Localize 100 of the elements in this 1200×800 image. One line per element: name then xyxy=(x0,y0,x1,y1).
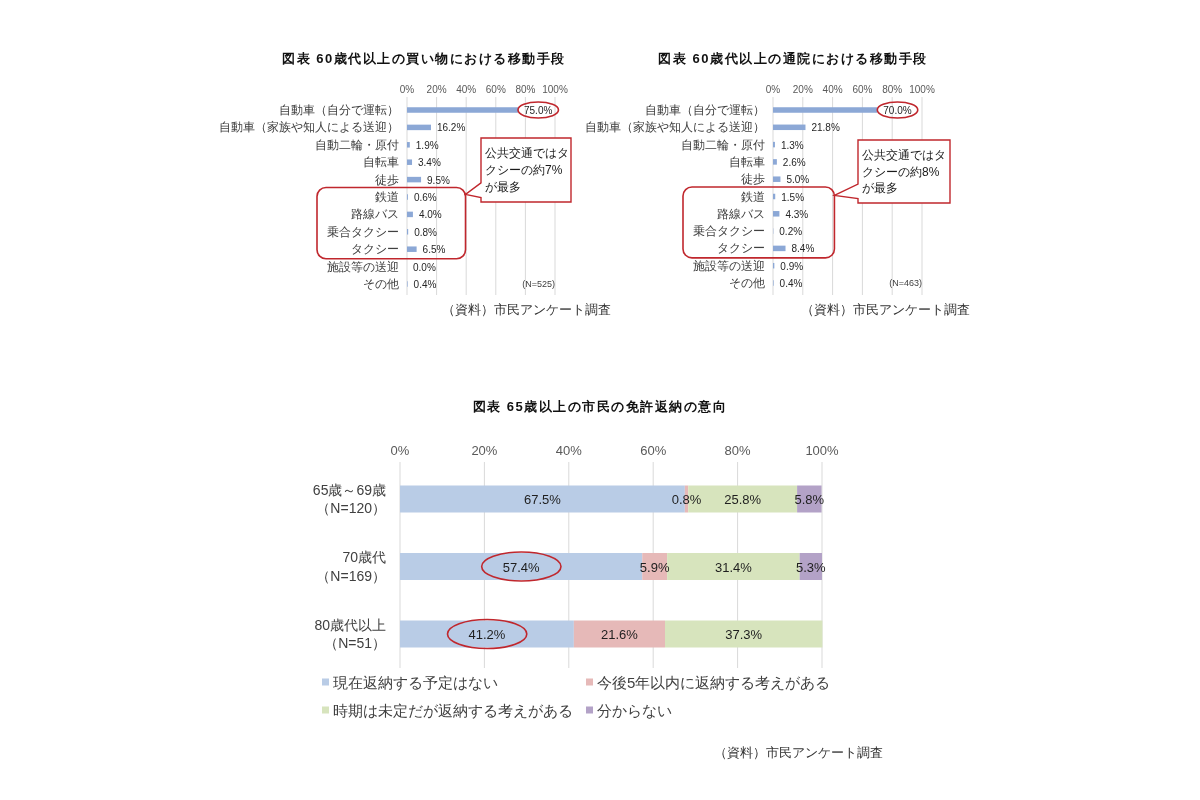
y-tick-label: その他 xyxy=(363,277,399,291)
data-label: 0.2% xyxy=(779,225,803,237)
x-tick-label: 40% xyxy=(555,442,583,458)
bar xyxy=(773,159,777,165)
legend-label: 時期は未定だが返納する考えがある xyxy=(333,701,573,719)
bar xyxy=(407,142,410,148)
data-label: 1.3% xyxy=(780,139,804,151)
bar xyxy=(773,245,786,252)
y-tick-label: 徒歩 xyxy=(741,172,765,187)
y-tick-label: 路線バス xyxy=(351,207,399,222)
chart-title: 図表 65歳以上の市民の免許返納の意向 xyxy=(472,398,728,414)
data-label: 37.3% xyxy=(725,626,763,642)
data-label: 6.5% xyxy=(422,243,446,255)
data-label: 67.5% xyxy=(523,491,562,507)
data-label: 8.4% xyxy=(791,242,815,254)
y-tick-label: 80歳代以上（N=51） xyxy=(314,616,386,652)
x-tick-label: 20% xyxy=(471,442,498,458)
data-label: 0.8% xyxy=(671,491,702,507)
chart-title: 図表 60歳代以上の買い物における移動手段 xyxy=(282,50,566,66)
y-tick-label: 65歳～69歳（N=120） xyxy=(312,481,386,517)
data-label: 5.0% xyxy=(786,173,810,185)
x-tick-label: 0% xyxy=(765,83,781,95)
data-label: 1.5% xyxy=(781,191,805,202)
x-tick-label: 80% xyxy=(515,83,536,95)
y-tick-label: その他 xyxy=(729,276,765,290)
x-tick-label: 60% xyxy=(852,83,873,95)
bar xyxy=(407,176,422,183)
bar xyxy=(407,159,413,165)
y-tick-label: タクシー xyxy=(717,241,765,256)
data-label: 31.4% xyxy=(714,559,753,574)
data-label: 16.2% xyxy=(436,121,466,133)
legend-label: 今後5年以内に返納する考えがある xyxy=(597,673,831,691)
data-label: 70.0% xyxy=(883,104,912,116)
x-tick-label: 100% xyxy=(542,83,568,95)
x-tick-label: 0% xyxy=(399,83,415,95)
y-tick-label: 自動二輪・原付 xyxy=(315,137,399,152)
legend-label: 分からない xyxy=(597,701,672,719)
bar xyxy=(400,620,574,648)
y-tick-label: 自転車 xyxy=(363,155,399,170)
data-label: 9.5% xyxy=(427,174,450,186)
data-label: 0.8% xyxy=(414,226,438,238)
data-label: 0.9% xyxy=(780,260,804,272)
data-label: 21.8% xyxy=(811,121,840,133)
data-label: 1.9% xyxy=(415,139,439,151)
legend-label: 現在返納する予定はない xyxy=(333,673,498,691)
bar xyxy=(773,211,780,217)
data-label: 41.2% xyxy=(468,626,506,642)
bar xyxy=(773,176,781,182)
y-tick-label: タクシー xyxy=(351,242,399,257)
text: （資料）市民アンケート調査 xyxy=(801,301,970,317)
bar xyxy=(407,124,431,131)
y-tick-label: 鉄道 xyxy=(375,190,399,204)
y-tick-label: 施設等の送迎 xyxy=(693,258,765,273)
x-tick-label: 20% xyxy=(426,83,447,95)
y-tick-label: 自動二輪・原付 xyxy=(681,137,765,152)
y-tick-label: 鉄道 xyxy=(741,189,765,204)
bar xyxy=(573,620,666,648)
y-tick-label: 路線バス xyxy=(717,206,765,221)
x-tick-label: 40% xyxy=(822,83,843,95)
data-label: 2.6% xyxy=(782,156,806,168)
data-label: 5.9% xyxy=(639,559,670,574)
data-label: 21.6% xyxy=(601,626,639,642)
annotation: 公共交通ではタクシーの約7%が最多 xyxy=(485,146,569,194)
y-tick-label: 乗合タクシー xyxy=(327,224,399,239)
text: （資料）市民アンケート調査 xyxy=(442,301,611,317)
y-tick-label: 自動車（家族や知人による送迎） xyxy=(585,120,765,135)
data-label: 3.4% xyxy=(418,156,441,168)
x-tick-label: 20% xyxy=(792,83,813,95)
chart-title: 図表 60歳代以上の通院における移動手段 xyxy=(658,50,928,66)
y-tick-label: 施設等の送迎 xyxy=(327,259,399,274)
data-label: 4.3% xyxy=(785,208,809,220)
annotation: (N=463) xyxy=(889,278,922,288)
y-tick-label: 徒歩 xyxy=(375,172,399,187)
data-label: 0.4% xyxy=(413,278,437,290)
text: （資料）市民アンケート調査 xyxy=(714,744,883,760)
data-label: 4.0% xyxy=(418,208,442,220)
y-tick-label: 自動車（家族や知人による送迎） xyxy=(219,120,399,135)
data-label: 75.0% xyxy=(524,104,553,116)
y-tick-label: 乗合タクシー xyxy=(693,224,765,239)
y-tick-label: 自転車 xyxy=(729,154,765,169)
bar xyxy=(407,107,518,113)
data-label: 25.8% xyxy=(724,491,762,507)
y-tick-label: 自動車（自分で運転） xyxy=(645,103,765,117)
x-tick-label: 100% xyxy=(805,442,840,458)
annotation: (N=525) xyxy=(522,279,555,289)
bar xyxy=(665,620,823,648)
x-tick-label: 80% xyxy=(724,442,752,458)
data-label: 57.4% xyxy=(502,559,540,574)
x-tick-label: 60% xyxy=(640,442,667,458)
data-label: 0.4% xyxy=(779,277,803,289)
x-tick-label: 0% xyxy=(390,442,410,458)
y-tick-label: 自動車（自分で運転） xyxy=(279,103,399,117)
x-tick-label: 40% xyxy=(456,83,477,95)
bar xyxy=(407,246,417,252)
y-tick-label: 70歳代（N=169） xyxy=(316,549,386,584)
data-label: 0.0% xyxy=(413,261,436,273)
bar xyxy=(407,211,413,218)
annotation: 公共交通ではタクシーの約8%が最多 xyxy=(862,147,946,196)
bar xyxy=(773,107,878,113)
data-label: 0.6% xyxy=(413,191,437,203)
